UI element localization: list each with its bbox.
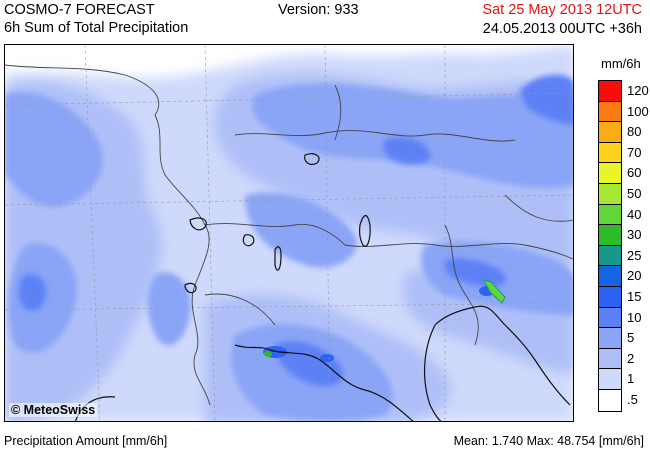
footer-stats: Mean: 1.740 Max: 48.754 [mm/6h] xyxy=(453,434,644,448)
legend-swatch xyxy=(599,163,621,184)
coastlines xyxy=(75,153,571,421)
legend-tick-label: 30 xyxy=(627,227,642,243)
valid-time: Sat 25 May 2013 12UTC xyxy=(482,2,642,18)
legend-swatch xyxy=(599,142,621,164)
legend-swatch xyxy=(599,286,621,308)
legend-unit: mm/6h xyxy=(601,56,641,71)
copyright-label: © MeteoSwiss xyxy=(9,403,98,417)
legend-swatch xyxy=(599,183,621,205)
legend-swatch xyxy=(599,122,621,143)
legend-tick-label: 50 xyxy=(627,186,642,201)
legend-tick-label: .5 xyxy=(627,392,638,407)
legend-tick-label: 60 xyxy=(627,165,642,181)
legend-tick-label: 5 xyxy=(627,330,635,346)
precip-max-cells xyxy=(264,279,506,357)
legend-swatch xyxy=(599,328,621,349)
legend-swatch xyxy=(599,81,621,102)
legend-tick-label: 15 xyxy=(627,289,642,304)
precipitation-map: © MeteoSwiss xyxy=(4,44,574,422)
legend-tick-label: 20 xyxy=(627,268,642,284)
version-label: Version: 933 xyxy=(278,2,359,18)
legend-tick-label: 120 xyxy=(627,83,649,98)
legend-tick-label: 70 xyxy=(627,144,642,160)
legend-tick-label: 1 xyxy=(627,371,635,387)
legend-tick-label: 10 xyxy=(627,309,642,325)
lat-lon-grid xyxy=(5,45,573,421)
country-borders xyxy=(5,64,573,406)
legend-swatch xyxy=(599,307,621,329)
legend-tick-label: 40 xyxy=(627,206,642,222)
precipitation-field xyxy=(5,45,573,421)
legend-swatch xyxy=(599,204,621,226)
legend-tick-label: 25 xyxy=(627,247,642,263)
forecast-subtitle: 6h Sum of Total Precipitation xyxy=(4,20,189,36)
legend-swatch xyxy=(599,348,621,370)
footer-label: Precipitation Amount [mm/6h] xyxy=(4,434,168,448)
color-legend xyxy=(598,80,622,412)
run-time: 24.05.2013 00UTC +36h xyxy=(482,21,642,37)
legend-tick-label: 80 xyxy=(627,124,642,140)
legend-tick-label: 2 xyxy=(627,350,635,366)
legend-tick-label: 100 xyxy=(627,103,649,119)
legend-swatch xyxy=(599,101,621,123)
legend-swatch xyxy=(599,266,621,287)
legend-swatch xyxy=(599,225,621,246)
legend-swatch xyxy=(599,245,621,267)
legend-swatch xyxy=(599,369,621,390)
forecast-title: COSMO-7 FORECAST xyxy=(4,2,155,18)
legend-swatch xyxy=(599,389,621,411)
